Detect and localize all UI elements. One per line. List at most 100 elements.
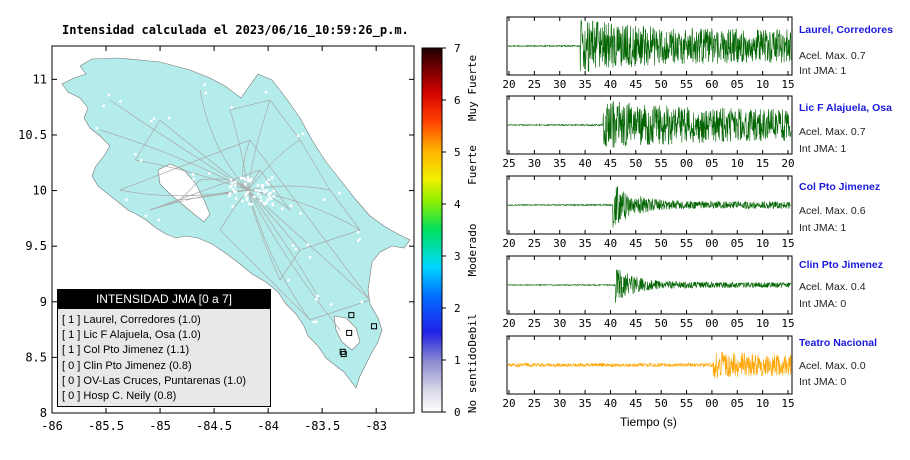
y-tick-label: 8	[40, 406, 47, 420]
panel-tick-label: 25	[528, 78, 541, 91]
panel-tick-label: 20	[502, 78, 515, 91]
town-dot	[263, 202, 267, 206]
y-tick-label: 10.5	[18, 128, 47, 142]
colorbar-tick-label: 1	[454, 354, 461, 367]
town-dot	[157, 218, 161, 222]
town-dot	[204, 91, 207, 95]
road	[247, 99, 271, 191]
station-marker	[339, 348, 346, 355]
road	[149, 189, 249, 211]
station-name: Laurel, Corredores	[799, 24, 893, 36]
town-dot	[263, 191, 266, 194]
legend-item: [ 0 ] Hosp C. Neily (0.8)	[62, 390, 177, 403]
legend-item: [ 0 ] Clin Pto Jimenez (0.8)	[62, 359, 192, 372]
road	[199, 89, 249, 191]
costa-rica-landmass	[61, 57, 411, 389]
town-dot	[244, 182, 247, 186]
legend-list: [ 1 ] Laurel, Corredores (1.0) [ 1 ] Lic…	[58, 309, 270, 404]
town-dot	[267, 178, 271, 181]
panel-tick-label: 20	[502, 237, 515, 250]
panel-tick-label: 25	[502, 157, 515, 170]
panel-tick-label: 40	[578, 157, 591, 170]
town-dot	[244, 178, 247, 181]
panel-tick-label: 30	[553, 397, 566, 410]
town-dot	[232, 190, 236, 193]
colorbar-label: Muy Fuerte	[466, 55, 479, 121]
road	[229, 109, 249, 191]
panel-tick-label: 00	[705, 397, 718, 410]
road	[219, 229, 311, 321]
town-dot	[167, 116, 171, 120]
y-tick-label: 8.5	[25, 350, 47, 364]
panel-tick-label: 25	[528, 397, 541, 410]
town-dot	[234, 197, 238, 200]
panel-tick-label: 10	[731, 157, 744, 170]
panel-tick-label: 20	[502, 317, 515, 330]
map-title: Intensidad calculada el 2023/06/16_10:59…	[62, 23, 409, 37]
panel-tick-label: 20	[781, 157, 794, 170]
colorbar-tick-label: 3	[454, 250, 461, 263]
station-max-acc: Acel. Max. 0.4	[799, 281, 866, 293]
town-dot	[231, 181, 234, 185]
colorbar-tick-label: 0	[454, 406, 461, 419]
town-dot	[265, 181, 268, 184]
road	[119, 189, 249, 197]
panel-tick-label: 45	[629, 397, 642, 410]
town-dot	[252, 195, 256, 199]
y-tick-label: 10	[33, 184, 47, 198]
y-tick-label: 9	[40, 295, 47, 309]
town-dot	[261, 184, 264, 187]
seismogram-panels: 20 25 30 35 40 45 50 55 60 05 10 15 25 30 35 40 45 50 55 00…	[502, 16, 795, 410]
panel-tick-label: 10	[756, 317, 769, 330]
road	[149, 169, 261, 211]
colorbar-label: No sentido	[466, 347, 479, 413]
panel-tick-label: 45	[629, 317, 642, 330]
panel-tick-label: 50	[655, 397, 668, 410]
panel-tick-label: 50	[655, 237, 668, 250]
legend-item: [ 0 ] OV-Las Cruces, Puntarenas (1.0)	[62, 374, 247, 387]
town-dot	[267, 182, 270, 186]
y-tick-label: 9.5	[25, 239, 47, 253]
town-dot	[312, 320, 315, 324]
town-dot	[341, 324, 344, 327]
town-dot	[258, 189, 262, 193]
panel-tick-label: 50	[655, 317, 668, 330]
town-dot	[267, 193, 270, 197]
road-network	[99, 89, 371, 331]
road	[247, 189, 281, 281]
panel-tick-label: 15	[781, 317, 794, 330]
colorbar-tick-label: 7	[454, 42, 461, 55]
town-dot	[125, 198, 128, 201]
town-dot	[301, 132, 305, 136]
town-dot	[228, 194, 231, 198]
town-dot	[150, 119, 153, 123]
time-axis-label: Tiempo (s)	[620, 415, 677, 429]
town-dot	[192, 177, 195, 181]
town-dot	[265, 189, 268, 192]
panel-tick-label: 40	[604, 317, 617, 330]
station-name: Clin Pto Jimenez	[799, 259, 884, 271]
panel-tick-label: 35	[578, 78, 591, 91]
town-dot	[281, 207, 284, 210]
panel-tick-label: 55	[680, 237, 693, 250]
town-dot	[256, 192, 260, 196]
panel-tick-label: 50	[655, 78, 668, 91]
panel-tick-label: 05	[731, 78, 744, 91]
panel-tick-label: 05	[731, 317, 744, 330]
road	[279, 249, 301, 281]
road	[179, 179, 201, 201]
town-dot	[229, 178, 233, 181]
road	[249, 139, 371, 301]
panel-tick-label: 05	[731, 237, 744, 250]
waveform	[507, 19, 792, 72]
gulf-of-nicoya	[157, 163, 211, 223]
seismogram-panel: 20 25 30 35 40 45 50 55 00 05 10 15	[502, 175, 795, 250]
town-dot	[249, 179, 252, 183]
town-dot	[234, 190, 238, 194]
panel-tick-label: 00	[705, 237, 718, 250]
town-dot	[208, 172, 211, 175]
legend-item: [ 1 ] Lic F Alajuela, Osa (1.0)	[62, 329, 201, 342]
station-jma: Int JMA: 0	[799, 376, 847, 388]
panel-tick-label: 05	[731, 397, 744, 410]
